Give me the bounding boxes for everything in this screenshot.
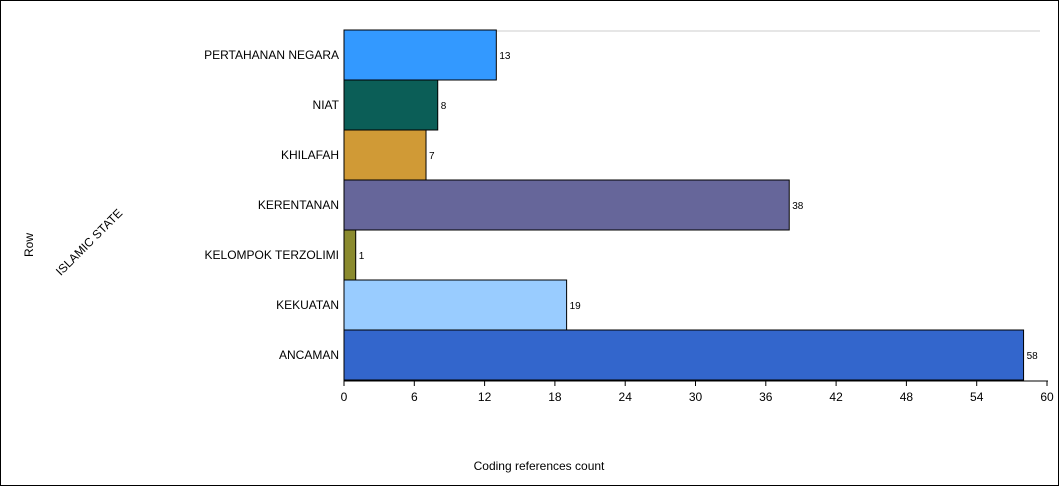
bars-group: PERTAHANAN NEGARA 13 NIAT 8 KHILAFAH 7 KERENTA… (204, 29, 1039, 381)
x-tick-label-30: 30 (689, 390, 703, 404)
category-label-khilafah: KHILAFAH (281, 148, 339, 162)
x-tick-label-42: 42 (829, 390, 843, 404)
x-tick-label-12: 12 (478, 390, 492, 404)
data-label-niat: 8 (441, 101, 447, 112)
x-tick-label-6: 6 (411, 390, 418, 404)
x-axis-title: Coding references count (474, 459, 605, 473)
x-tick-label-24: 24 (619, 390, 633, 404)
data-label-kekuatan: 19 (570, 301, 582, 312)
data-label-ancaman: 58 (1027, 351, 1039, 362)
y-axis-title: Row (22, 233, 36, 257)
x-tick-label-60: 60 (1040, 390, 1054, 404)
bar-ancaman (343, 329, 1025, 381)
x-ticks-group: 0 6 12 18 24 30 36 42 48 54 60 (341, 381, 1054, 404)
x-tick-label-18: 18 (548, 390, 562, 404)
bar-khilafah (343, 129, 427, 181)
data-label-kerentanan: 38 (792, 201, 804, 212)
x-tick-label-0: 0 (341, 390, 348, 404)
category-label-kekuatan: KEKUATAN (276, 298, 339, 312)
group-label: ISLAMIC STATE (53, 206, 125, 278)
bar-pertahanan-negara (343, 29, 497, 81)
category-label-kerentanan: KERENTANAN (258, 198, 339, 212)
category-label-kelompok-terzolimi: KELOMPOK TERZOLIMI (205, 248, 339, 262)
category-label-pertahanan-negara: PERTAHANAN NEGARA (204, 48, 339, 62)
data-label-khilafah: 7 (429, 151, 435, 162)
data-label-pertahanan-negara: 13 (499, 51, 511, 62)
data-label-kelompok-terzolimi: 1 (359, 251, 365, 262)
category-label-niat: NIAT (313, 98, 340, 112)
category-label-ancaman: ANCAMAN (279, 348, 339, 362)
bar-niat (343, 79, 439, 131)
x-tick-label-54: 54 (970, 390, 984, 404)
bar-kekuatan (343, 279, 568, 331)
x-tick-label-36: 36 (759, 390, 773, 404)
bar-kelompok-terzolimi (343, 229, 357, 281)
bar-kerentanan (343, 179, 790, 231)
x-tick-label-48: 48 (900, 390, 914, 404)
